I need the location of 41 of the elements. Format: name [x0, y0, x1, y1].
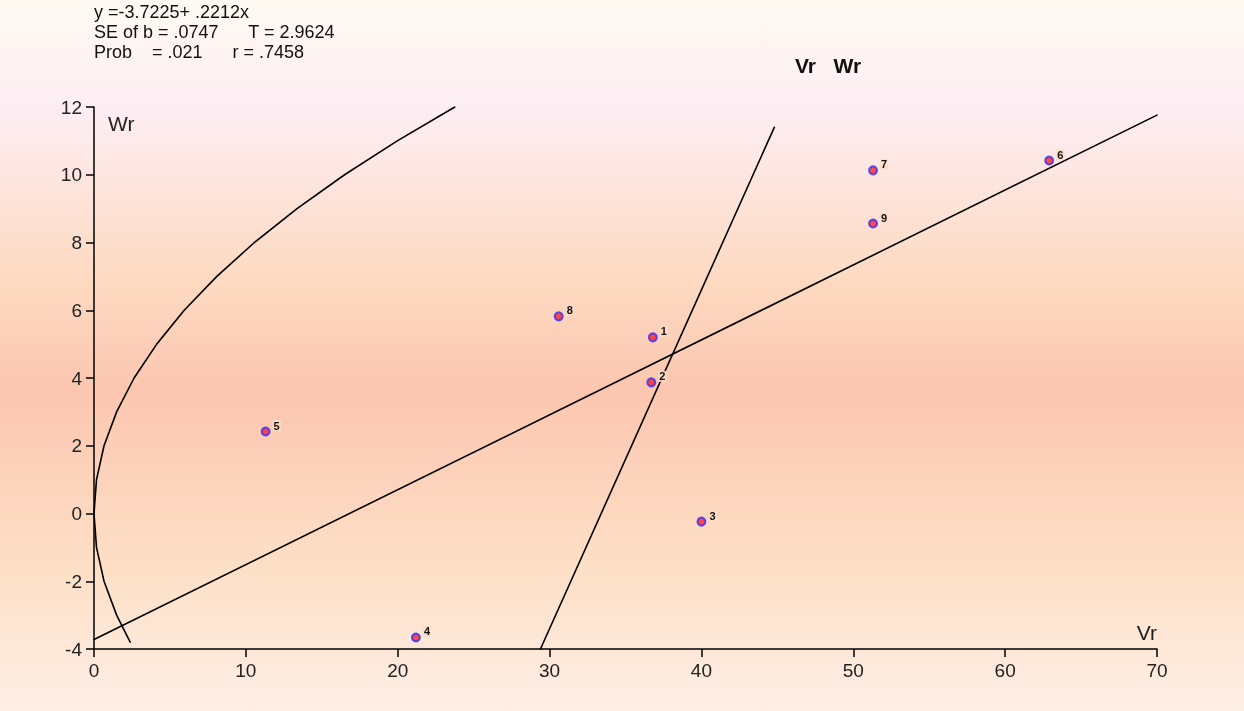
y-tick-label: 0 — [71, 503, 82, 524]
point — [1044, 155, 1055, 166]
annotation: 4 — [423, 625, 431, 638]
point — [410, 632, 421, 643]
x-tick-label: 10 — [235, 660, 257, 681]
annotation: 7 — [881, 158, 888, 171]
annotation: 8 — [566, 304, 573, 317]
annotation: 1 — [660, 325, 667, 338]
annotation: 5 — [273, 419, 280, 432]
x-tick-label: 40 — [690, 660, 712, 681]
y-tick-label: 12 — [60, 96, 82, 118]
annotation: 6 — [1057, 148, 1064, 161]
text: Prob = .021 r = .7458 — [94, 42, 305, 62]
y-tick-label: 8 — [71, 232, 82, 253]
x-tick-label: 0 — [88, 660, 100, 681]
y-tick-label: 4 — [71, 367, 83, 389]
x-tick-label: 60 — [994, 660, 1016, 681]
point — [260, 426, 271, 437]
chart-title: Vr Wr — [795, 54, 862, 77]
y-tick-label: 2 — [71, 435, 82, 457]
y-axis-title: Wr — [108, 112, 135, 135]
annotation: 3 — [709, 509, 716, 522]
y-tick-label: -4 — [65, 638, 83, 660]
annotation: 9 — [881, 211, 888, 224]
text: SE of b = .0747 T = 2.9624 — [94, 22, 335, 42]
point — [696, 516, 707, 527]
point — [647, 332, 658, 343]
y-tick-label: -2 — [65, 570, 82, 592]
x-tick-label: 20 — [387, 660, 409, 681]
x-tick-label: 70 — [1146, 660, 1168, 681]
annotation: 2 — [659, 370, 666, 383]
point — [868, 218, 879, 229]
x-tick-label: 50 — [842, 660, 864, 681]
x-tick-label: 30 — [539, 660, 561, 681]
point — [646, 377, 657, 388]
y-tick-label: 6 — [71, 299, 82, 321]
y-tick-label: 10 — [60, 164, 82, 186]
x-axis-title: Vr — [1136, 621, 1157, 644]
point — [868, 165, 879, 176]
text: y =-3.7225+ .2212x — [94, 2, 250, 22]
point — [553, 311, 564, 322]
